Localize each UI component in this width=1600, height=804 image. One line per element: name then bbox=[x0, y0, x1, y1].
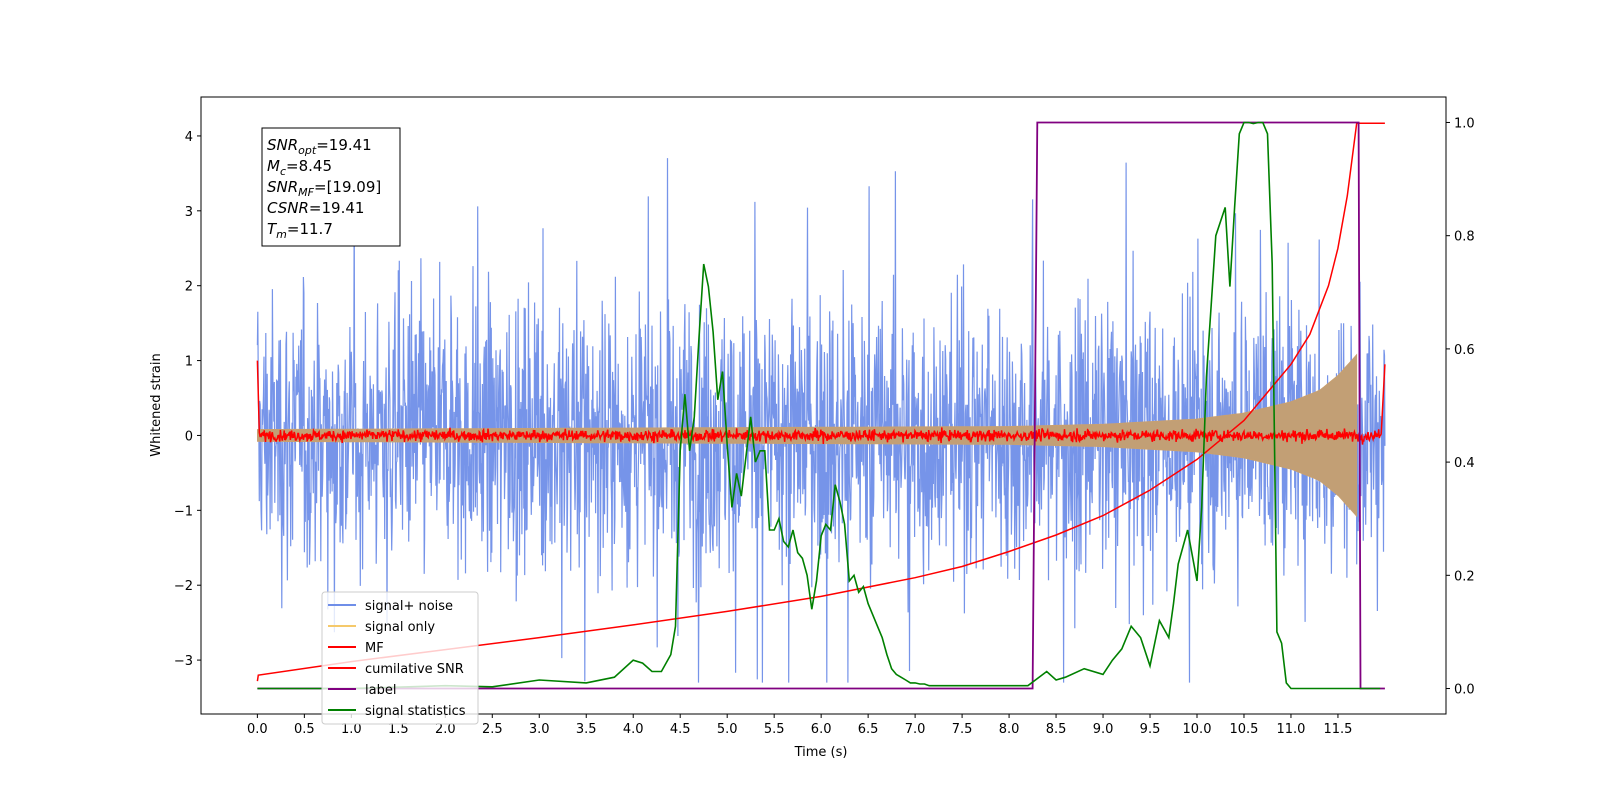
y-tick-label: −2 bbox=[174, 579, 193, 594]
annotation-line: Mc=8.45 bbox=[267, 157, 332, 178]
legend-label: signal+ noise bbox=[365, 599, 453, 614]
annotation-line: SNRopt=19.41 bbox=[267, 136, 372, 157]
x-tick-label: 4.5 bbox=[670, 722, 691, 737]
y-tick-label: 3 bbox=[185, 205, 193, 220]
x-tick-label: 0.5 bbox=[294, 722, 315, 737]
y2-tick-label: 0.4 bbox=[1454, 456, 1475, 471]
legend-label: label bbox=[365, 683, 396, 698]
series-cumulative-snr-line bbox=[256, 122, 1385, 682]
x-tick-label: 2.5 bbox=[482, 722, 503, 737]
y-tick-label: −1 bbox=[174, 504, 193, 519]
x-tick-label: 3.0 bbox=[529, 722, 550, 737]
y-tick-label: 1 bbox=[185, 355, 193, 370]
x-tick-label: 10.5 bbox=[1230, 722, 1259, 737]
y2-tick-label: 0.6 bbox=[1454, 343, 1475, 358]
annotation-line: Tm=11.7 bbox=[267, 220, 333, 241]
x-tick-label: 11.5 bbox=[1323, 722, 1352, 737]
legend-label: signal statistics bbox=[365, 704, 466, 719]
x-tick-label: 5.5 bbox=[764, 722, 785, 737]
x-tick-label: 11.0 bbox=[1276, 722, 1305, 737]
legend-label: signal only bbox=[365, 620, 435, 635]
y2-tick-label: 0.8 bbox=[1454, 230, 1475, 245]
y-tick-label: 4 bbox=[185, 130, 193, 145]
x-tick-label: 2.0 bbox=[435, 722, 456, 737]
y-tick-label: 2 bbox=[185, 280, 193, 295]
legend-label: MF bbox=[365, 641, 384, 656]
annotation-frame bbox=[261, 127, 401, 247]
series-signal-statistics-line bbox=[257, 121, 1381, 690]
x-axis-label: Time (s) bbox=[794, 745, 848, 760]
x-tick-label: 9.5 bbox=[1140, 722, 1161, 737]
plot-frame bbox=[200, 96, 1447, 715]
y-tick-label: −3 bbox=[174, 654, 193, 669]
x-tick-label: 10.0 bbox=[1183, 722, 1212, 737]
x-tick-label: 8.0 bbox=[999, 722, 1020, 737]
x-tick-label: 6.0 bbox=[811, 722, 832, 737]
series-mf-line bbox=[256, 360, 1386, 445]
x-tick-label: 1.0 bbox=[341, 722, 362, 737]
x-tick-label: 0.0 bbox=[247, 722, 268, 737]
legend: signal+ noise signal only MF cumilative SNR… bbox=[321, 591, 479, 725]
x-tick-label: 9.0 bbox=[1093, 722, 1114, 737]
stats-annotation-box: SNRopt=19.41Mc=8.45SNRMF=[19.09]CSNR=19.… bbox=[261, 127, 401, 247]
annotation-line: SNRMF=[19.09] bbox=[267, 178, 381, 199]
x-tick-label: 3.5 bbox=[576, 722, 597, 737]
x-tick-label: 6.5 bbox=[858, 722, 879, 737]
y2-tick-label: 0.2 bbox=[1454, 569, 1475, 584]
x-tick-label: 7.0 bbox=[905, 722, 926, 737]
y-tick-label: 0 bbox=[185, 429, 193, 444]
x-tick-label: 7.5 bbox=[952, 722, 973, 737]
x-tick-label: 5.0 bbox=[717, 722, 738, 737]
legend-label: cumilative SNR bbox=[365, 662, 464, 677]
y-axis-label: Whitened strain bbox=[149, 353, 164, 456]
x-tick-label: 4.0 bbox=[623, 722, 644, 737]
x-tick-label: 1.5 bbox=[388, 722, 409, 737]
y2-tick-label: 1.0 bbox=[1454, 116, 1475, 131]
legend-frame bbox=[321, 591, 479, 725]
x-tick-label: 8.5 bbox=[1046, 722, 1067, 737]
y2-tick-label: 0.0 bbox=[1454, 683, 1475, 698]
annotation-line: CSNR=19.41 bbox=[267, 199, 364, 217]
